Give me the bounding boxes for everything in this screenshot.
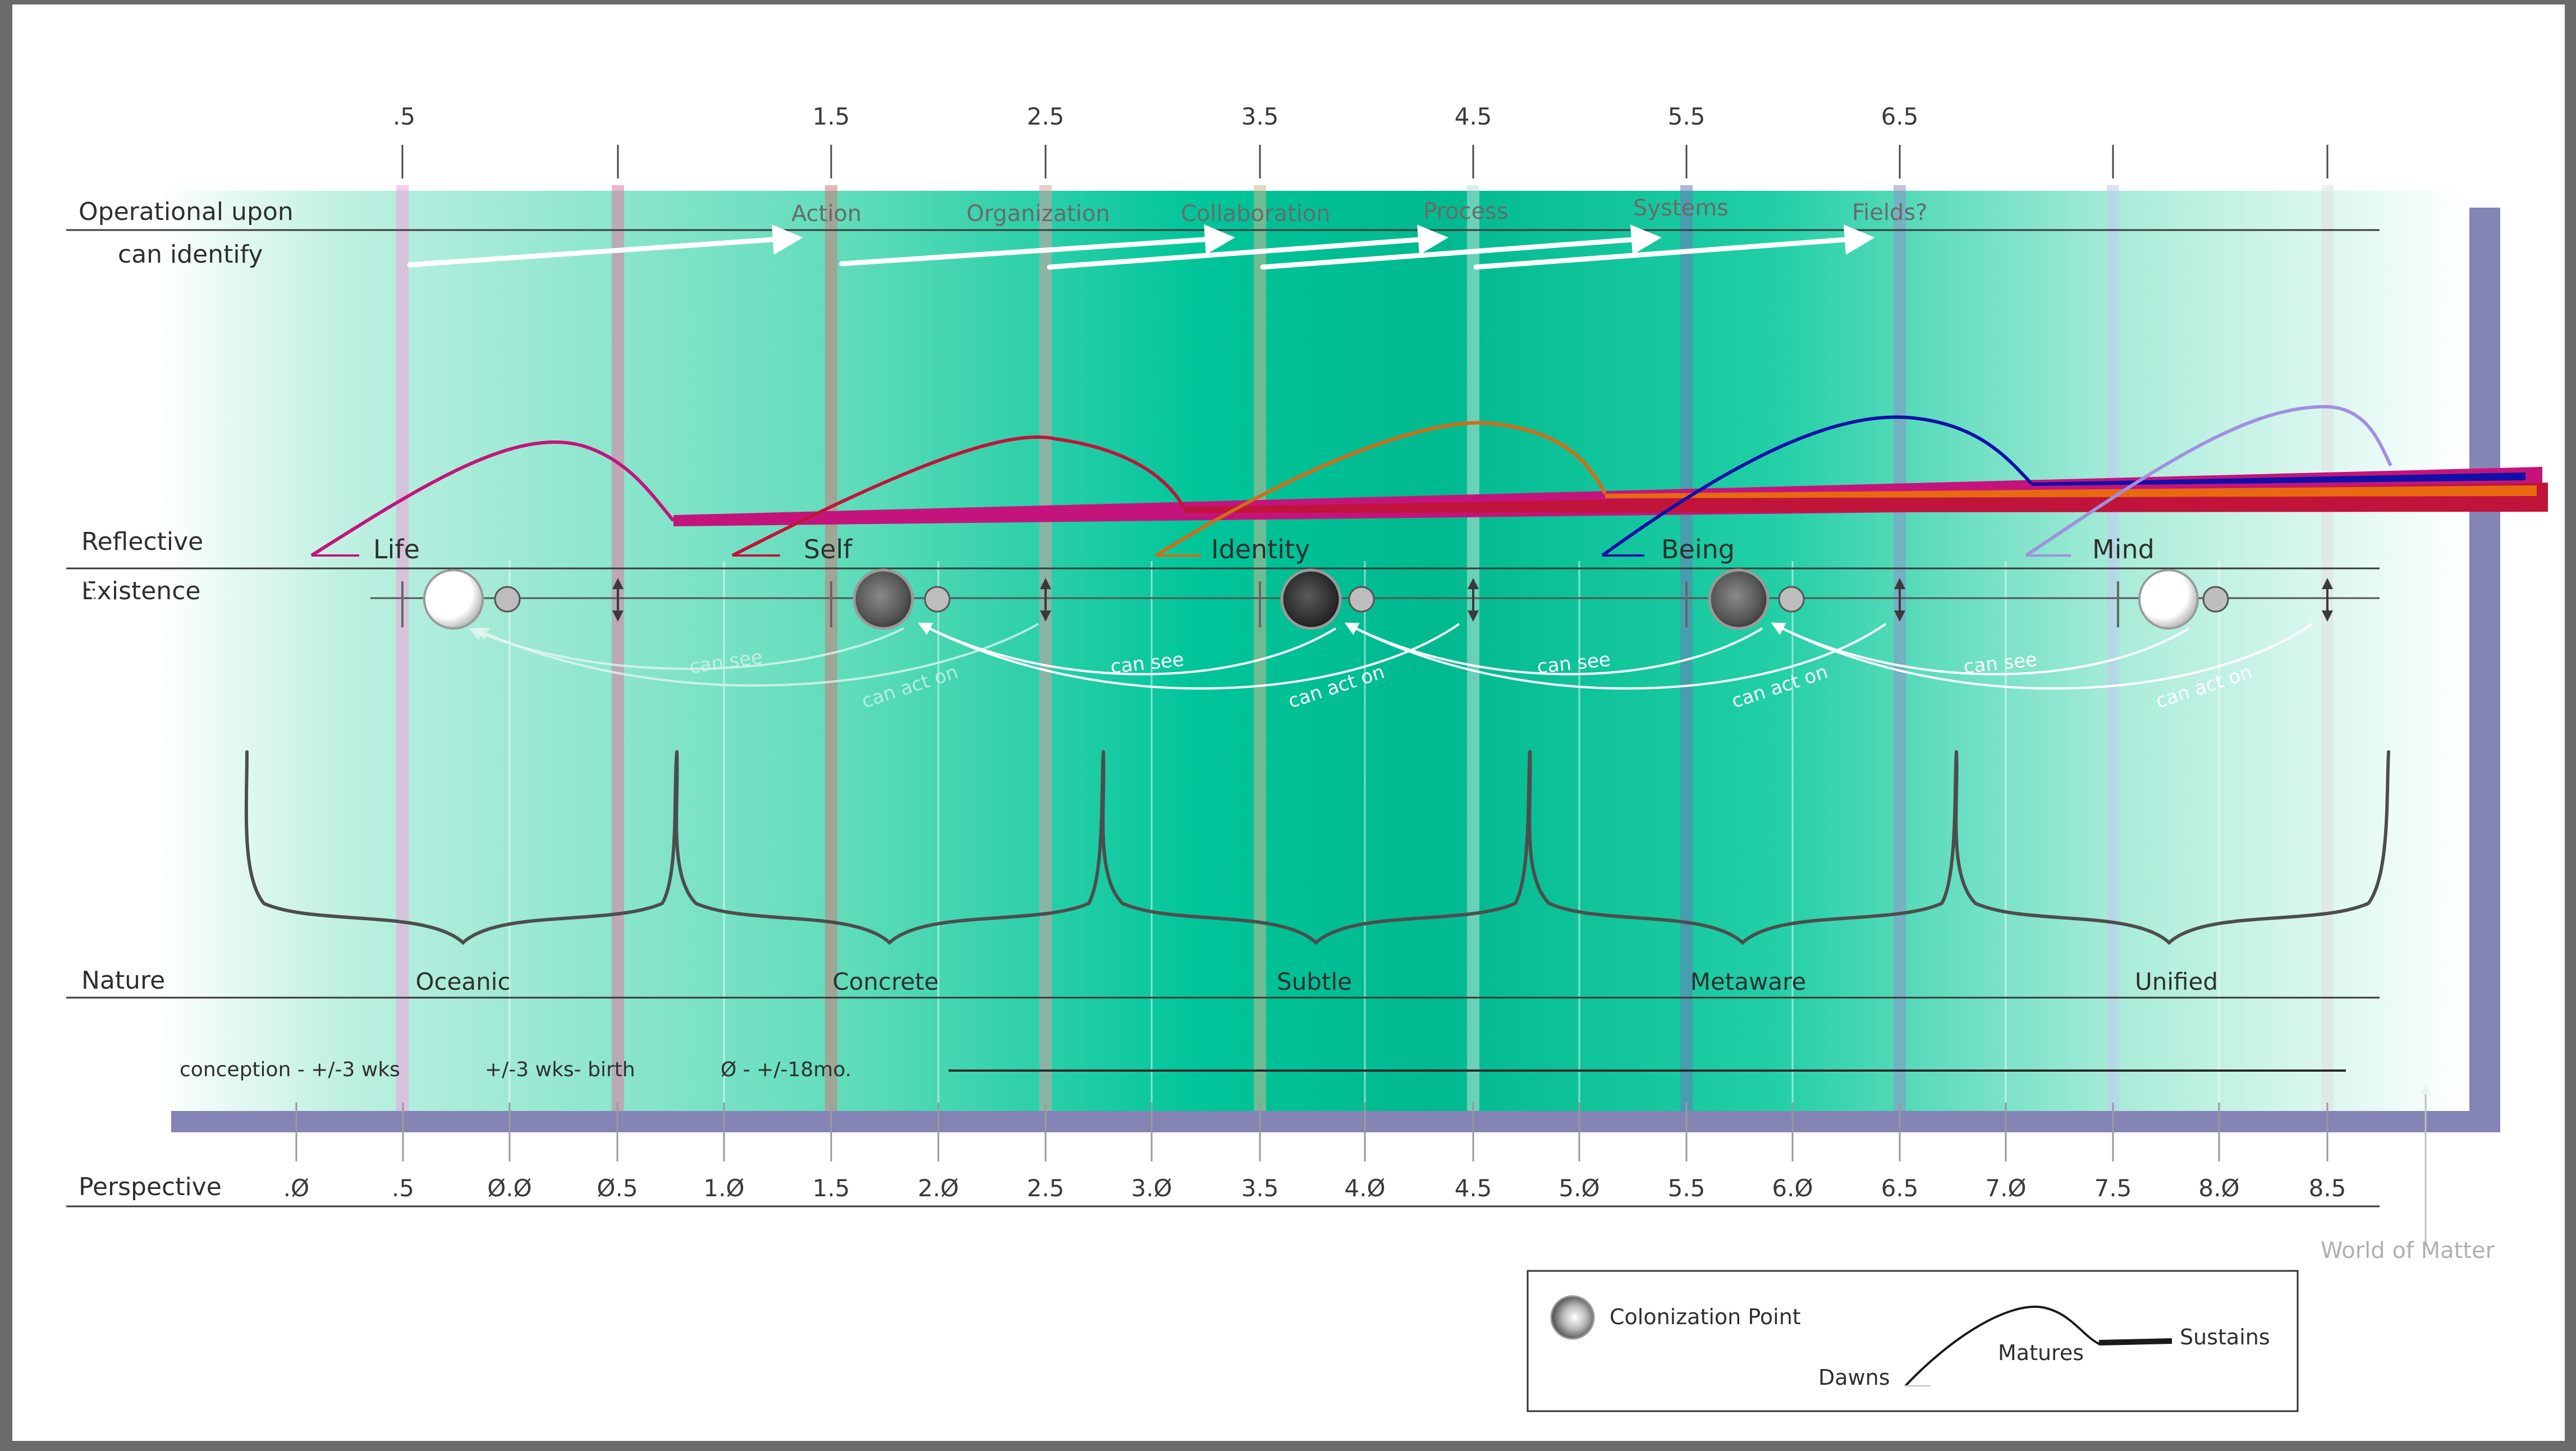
legend-sustain-bar [2098, 1338, 2172, 1346]
nature-braces [244, 750, 2390, 945]
perspective-tick-label: 3.Ø [1131, 1174, 1172, 1202]
nature-label-oceanic: Oceanic [415, 968, 510, 995]
perspective-tick-label: 4.Ø [1344, 1174, 1385, 1202]
can-identify-label: can identify [118, 240, 263, 269]
action-label: Organization [966, 201, 1110, 227]
top-tick-label: 1.5 [813, 103, 850, 130]
nature-labels: Oceanic Concrete Subtle Metaware Unified [415, 968, 2218, 995]
colonization-point-life [423, 569, 484, 630]
legend-curve [1904, 1305, 2172, 1387]
colonization-point-identity [1280, 568, 1342, 630]
perspective-tick-label: 8.Ø [2198, 1174, 2239, 1202]
action-label: Process [1423, 199, 1509, 224]
perspective-tick-label: 6.Ø [1772, 1174, 1813, 1202]
colonization-point-being [1708, 568, 1770, 630]
timeline-conception: conception - +/-3 wks [180, 1058, 400, 1081]
colonization-point-self [852, 568, 914, 630]
reflective-label: Reflective [81, 527, 203, 556]
perspective-tick-label: .Ø [283, 1174, 309, 1202]
perspective-tick-label: 8.5 [2309, 1174, 2346, 1202]
legend-sustains-label: Sustains [2180, 1325, 2270, 1349]
world-origin-circle [38, 571, 95, 628]
stage-label-self: Self [804, 534, 853, 564]
action-label: Action [791, 201, 861, 227]
action-labels: Action Organization Collaboration Proces… [791, 195, 1927, 227]
perspective-tick-label: 2.Ø [918, 1174, 959, 1202]
half-value-bars [396, 185, 2334, 1111]
existence-markers [401, 581, 2119, 627]
perspective-tick-marks [295, 1103, 2329, 1161]
stage-label-identity: Identity [1211, 534, 1310, 564]
top-tick-labels: .5 1.5 2.5 3.5 4.5 5.5 6.5 [393, 103, 1918, 130]
colonization-points [423, 568, 2199, 630]
nature-label: Nature [81, 966, 165, 995]
perspective-tick-label: .5 [392, 1174, 414, 1202]
action-label: Collaboration [1181, 201, 1331, 227]
legend-colonization-label: Colonization Point [1610, 1305, 1801, 1329]
reflective-ribbons [673, 467, 2548, 526]
top-tick-label: 3.5 [1241, 103, 1279, 130]
perspective-tick-label: 4.5 [1455, 1174, 1492, 1202]
top-tick-label: 4.5 [1455, 103, 1492, 130]
identify-arrows [407, 224, 1875, 270]
action-label: Fields? [1852, 200, 1927, 226]
legend-matures-label: Matures [1998, 1340, 2084, 1365]
perspective-tick-label: 5.Ø [1559, 1174, 1599, 1202]
timeline-labels: conception - +/-3 wks +/-3 wks- birth Ø … [180, 1058, 851, 1081]
top-tick-label: 6.5 [1881, 103, 1919, 130]
perspective-tick-label: 2.5 [1027, 1174, 1065, 1202]
operational-label: Operational upon [79, 198, 294, 226]
legend-colonization-icon [1550, 1295, 1595, 1340]
stage-label-life: Life [373, 534, 420, 564]
small-dots [494, 586, 2229, 613]
nature-label-metaware: Metaware [1690, 968, 1807, 995]
legend-box: Colonization Point Dawns Matures Sustain… [1527, 1270, 2299, 1412]
legend-dawns-label: Dawns [1818, 1365, 1890, 1390]
existence-label: Existence [81, 577, 200, 605]
stage-labels: Life Self Identity Being Mind [373, 534, 2155, 564]
reflective-arcs [310, 405, 2392, 557]
nature-label-unified: Unified [2135, 968, 2218, 995]
double-arrows [612, 578, 2333, 622]
timeline-infancy: Ø - +/-18mo. [721, 1058, 851, 1081]
perspective-tick-label: 5.5 [1668, 1174, 1706, 1202]
top-tick-label: .5 [393, 103, 415, 130]
whole-value-lines [508, 561, 2220, 1117]
perspective-tick-label: Ø.Ø [487, 1174, 531, 1202]
perspective-tick-label: 7.5 [2094, 1174, 2132, 1202]
perspective-tick-label: 3.5 [1241, 1174, 1279, 1202]
perspective-tick-label: 7.Ø [1985, 1174, 2026, 1202]
perspective-tick-label: 1.Ø [703, 1174, 744, 1202]
top-tick-marks [401, 145, 2329, 178]
nature-label-subtle: Subtle [1277, 968, 1352, 995]
stage-label-being: Being [1661, 534, 1735, 564]
perspective-tick-label: 6.5 [1881, 1174, 1919, 1202]
top-tick-label: 2.5 [1027, 103, 1065, 130]
world-of-matter-label: World of Matter [2321, 1238, 2495, 1264]
timeline-birth: +/-3 wks- birth [485, 1058, 635, 1081]
nature-label-concrete: Concrete [832, 968, 938, 995]
teal-panel [157, 191, 2469, 1111]
perspective-tick-label: 1.5 [813, 1174, 850, 1202]
perspective-tick-labels: .Ø .5 Ø.Ø Ø.5 1.Ø 1.5 2.Ø 2.5 3.Ø 3.5 4.… [283, 1174, 2346, 1202]
perspective-tick-label: Ø.5 [597, 1174, 638, 1202]
action-label: Systems [1633, 195, 1729, 221]
stage-label-mind: Mind [2092, 534, 2155, 564]
perspective-label: Perspective [79, 1173, 222, 1201]
top-tick-label: 5.5 [1668, 103, 1706, 130]
relation-arcs [469, 622, 2313, 690]
colonization-point-mind [2138, 569, 2199, 630]
